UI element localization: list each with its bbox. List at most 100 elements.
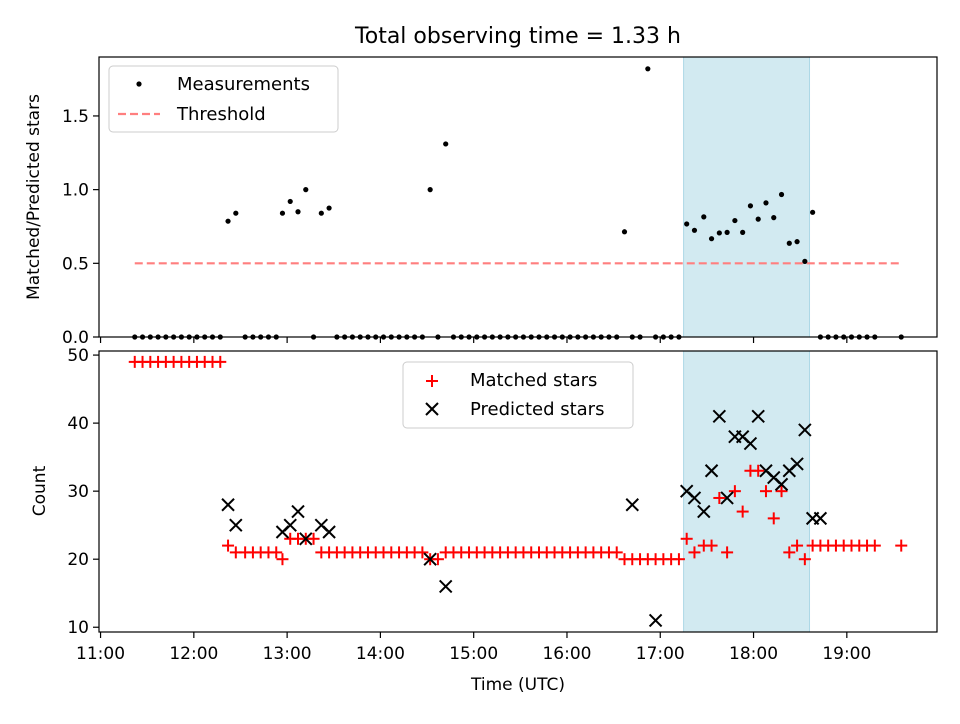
predicted-star-point: [291, 504, 305, 519]
matched-star-point: [767, 512, 780, 525]
matched-star-point: [895, 539, 908, 552]
top-ytick-label: 1.0: [62, 181, 89, 201]
bottom-xtick-label: 16:00: [542, 644, 591, 664]
measurement-point: [794, 239, 800, 245]
measurement-point: [771, 215, 777, 221]
top-ytick-label: 1.5: [62, 107, 89, 127]
measurement-point: [786, 240, 792, 246]
bottom-xtick-label: 14:00: [356, 644, 405, 664]
predicted-star-point: [322, 525, 336, 539]
measurement-point: [708, 236, 715, 242]
legend-measurements-marker: [136, 81, 142, 87]
matched-star-point: [214, 355, 227, 368]
measurement-point: [732, 217, 738, 224]
predicted-star-point: [751, 409, 765, 424]
predicted-star-point: [283, 518, 297, 532]
measurement-point: [621, 229, 628, 235]
bottom-ytick-label: 50: [67, 346, 89, 366]
matched-star-point: [270, 546, 283, 559]
top-ytick-label: 0.5: [62, 254, 89, 274]
matched-star-point: [736, 505, 749, 518]
top-legend-frame: [108, 65, 339, 133]
measurement-point: [802, 258, 808, 264]
matched-star-point: [783, 546, 796, 559]
bottom-y-axis-label: Count: [30, 465, 50, 516]
measurement-point: [233, 210, 239, 216]
predicted-star-point: [798, 423, 812, 437]
matched-star-point: [798, 553, 811, 566]
bottom-shaded-interval: [683, 350, 811, 633]
predicted-star-point: [438, 579, 453, 594]
bottom-xtick-label: 11:00: [76, 644, 125, 664]
bottom-xtick-label: 19:00: [822, 644, 871, 664]
matched-star-point: [680, 532, 693, 545]
matched-star-point: [705, 539, 718, 552]
matched-star-point: [672, 553, 685, 566]
bottom-ytick-label: 20: [67, 550, 89, 570]
predicted-star-point: [720, 491, 734, 505]
measurement-point: [427, 187, 433, 193]
predicted-star-point: [687, 491, 702, 505]
bottom-xtick-label: 17:00: [636, 644, 685, 664]
top-y-axis-label: Matched/Predicted stars: [24, 94, 44, 300]
top-legend: Measurements Threshold: [108, 65, 339, 133]
top-shaded-interval: [683, 56, 811, 338]
predicted-star-point: [229, 518, 243, 532]
matched-star-point: [728, 485, 741, 498]
legend-predicted-label: Predicted stars: [470, 399, 604, 420]
predicted-star-point: [743, 436, 758, 451]
matched-star-point: [610, 546, 623, 559]
matched-star-point: [276, 553, 289, 566]
measurement-point: [740, 229, 746, 235]
predicted-star-point: [813, 511, 828, 526]
bottom-x-axis-label: Time (UTC): [470, 675, 565, 695]
matched-star-point: [416, 546, 429, 559]
matched-star-point: [721, 546, 734, 559]
predicted-star-point: [648, 613, 663, 628]
predicted-star-point: [774, 477, 789, 492]
legend-matched-marker: [426, 375, 438, 387]
legend-matched-label: Matched stars: [470, 370, 597, 391]
measurement-point: [810, 209, 816, 215]
predicted-star-point: [625, 498, 639, 512]
predicted-star-point: [704, 464, 719, 478]
measurement-point: [279, 210, 286, 216]
predicted-star-point: [423, 552, 437, 566]
top-ytick-label: 0.0: [62, 328, 89, 348]
bottom-ytick-label: 10: [67, 618, 89, 638]
top-panel: 0.0 0.5 1.0 1.5 Matched/Predicted stars Mea…: [24, 56, 938, 348]
legend-threshold-label: Threshold: [176, 104, 266, 125]
measurement-point: [303, 187, 309, 193]
matched-star-point: [775, 485, 788, 498]
measurement-point: [318, 210, 324, 216]
measurement-point: [225, 218, 231, 224]
top-axes-frame: [98, 56, 938, 338]
matched-star-point: [713, 491, 726, 504]
matched-star-point: [431, 553, 444, 566]
bottom-ytick-label: 30: [67, 482, 89, 502]
measurement-point: [691, 227, 698, 233]
predicted-star-point: [221, 498, 235, 512]
bottom-xtick-label: 13:00: [263, 644, 312, 664]
measurement-point: [645, 66, 651, 72]
measurement-point: [724, 229, 730, 235]
matched-star-point: [688, 546, 701, 559]
measurement-point: [701, 214, 707, 220]
measurement-point: [755, 216, 761, 222]
predicted-star-point: [299, 532, 313, 546]
bottom-legend: Matched stars Predicted stars: [402, 361, 634, 429]
bottom-xtick-label: 12:00: [169, 644, 218, 664]
matched-star-point: [222, 539, 235, 552]
predicted-star-point: [697, 504, 711, 519]
measurement-point: [778, 191, 785, 198]
matched-star-point: [791, 539, 804, 552]
legend-predicted-marker: [425, 402, 439, 416]
bottom-xtick-label: 15:00: [449, 644, 498, 664]
bottom-legend-frame: [402, 361, 634, 429]
measurement-point: [747, 203, 754, 209]
bottom-ytick-label: 40: [67, 414, 89, 434]
bottom-panel: 10 20 30 40 50 11:00 12:00 13:00 14:00 15:00 16:0…: [30, 346, 938, 695]
measurement-point: [287, 198, 293, 205]
matched-star-point: [307, 532, 320, 545]
